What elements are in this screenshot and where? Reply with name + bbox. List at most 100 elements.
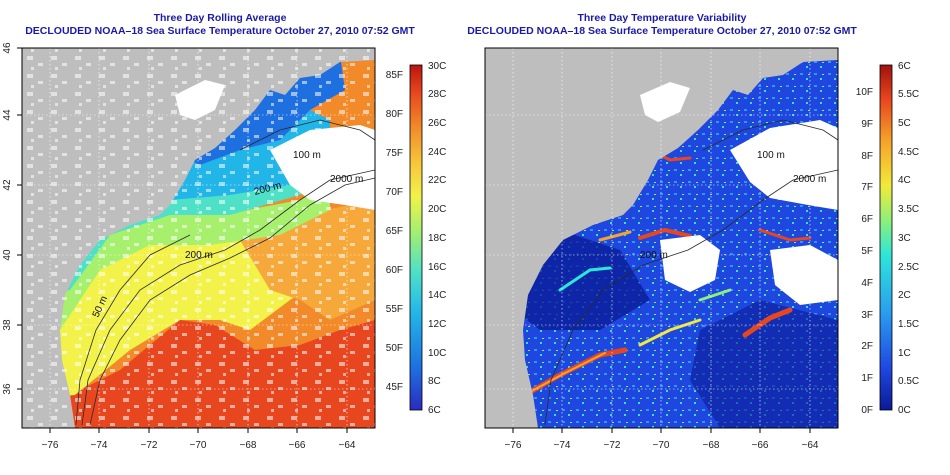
colorbar-label-c: 14C <box>428 290 446 301</box>
left-y-tick: 36 <box>2 383 13 395</box>
right-gridlines <box>485 48 838 428</box>
right-title-block: Three Day Temperature Variability DECLOU… <box>462 12 862 38</box>
right-x-tick: −68 <box>703 440 720 451</box>
left-x-tick: −64 <box>339 440 356 451</box>
colorbar-label-c: 16C <box>428 262 446 273</box>
colorbar-label-f: 5F <box>861 246 873 257</box>
colorbar-label-c: 4C <box>898 175 911 186</box>
colorbar-label-f: 70F <box>386 187 403 198</box>
colorbar-label-c: 5C <box>898 118 911 129</box>
colorbar-label-c: 10C <box>428 348 446 359</box>
colorbar-label-c: 1.5C <box>898 319 919 330</box>
left-contour-label-200m-south: 200 m <box>185 250 213 261</box>
left-bathymetry-contours <box>75 119 375 426</box>
right-variability-fronts <box>522 148 812 398</box>
left-gridlines <box>22 48 375 428</box>
right-contour-label-2000m: 2000 m <box>793 174 826 185</box>
left-x-tick: −70 <box>190 440 207 451</box>
right-contour-label-100m: 100 m <box>757 150 785 161</box>
left-map <box>22 48 375 428</box>
right-cloud-block-gulf <box>640 82 690 122</box>
left-cloud-speckle <box>22 48 375 428</box>
colorbar-label-f: 0F <box>861 405 873 416</box>
left-y-tick: 40 <box>2 249 13 261</box>
right-cloud-block-east <box>770 245 838 305</box>
colorbar-label-f: 45F <box>386 382 403 393</box>
left-subtitle: DECLOUDED NOAA–18 Sea Surface Temperatur… <box>25 25 415 37</box>
colorbar-label-c: 3C <box>898 233 911 244</box>
left-x-tick: −66 <box>289 440 306 451</box>
left-title: Three Day Rolling Average <box>153 12 287 24</box>
colorbar-label-f: 85F <box>386 70 403 81</box>
right-cloud-block-ne <box>730 120 838 210</box>
colorbar-label-c: 26C <box>428 118 446 129</box>
left-colorbar: 85F 80F 75F 70F 65F 60F 55F 50F 45F 30C … <box>386 61 447 416</box>
left-x-tick: −72 <box>141 440 158 451</box>
colorbar-label-f: 50F <box>386 343 403 354</box>
right-colorbar-fahrenheit-labels: 10F 9F 8F 7F 6F 5F 4F 3F 2F 1F 0F <box>856 87 873 416</box>
colorbar-label-f: 80F <box>386 109 403 120</box>
right-x-tick: −66 <box>752 440 769 451</box>
colorbar-label-c: 1C <box>898 348 911 359</box>
right-colorbar-celsius-labels: 6C 5.5C 5C 4.5C 4C 3.5C 3C 2.5C 2C 1.5C … <box>898 61 919 416</box>
right-x-tick: −64 <box>802 440 819 451</box>
colorbar-label-f: 10F <box>856 87 873 98</box>
colorbar-label-c: 20C <box>428 204 446 215</box>
right-contour-labels: 100 m 2000 m 200 m <box>640 150 826 261</box>
colorbar-label-c: 30C <box>428 61 446 72</box>
left-contour-label-100m: 100 m <box>293 150 321 161</box>
colorbar-label-c: 4.5C <box>898 147 919 158</box>
right-contour-label-200m: 200 m <box>640 250 668 261</box>
colorbar-label-c: 0C <box>898 405 911 416</box>
left-colorbar-fahrenheit-labels: 85F 80F 75F 70F 65F 60F 55F 50F 45F <box>386 70 403 393</box>
colorbar-label-f: 2F <box>861 341 873 352</box>
left-y-tick: 42 <box>2 179 13 191</box>
colorbar-label-c: 2C <box>898 290 911 301</box>
right-x-tick: −72 <box>604 440 621 451</box>
colorbar-label-f: 65F <box>386 226 403 237</box>
colorbar-label-f: 60F <box>386 265 403 276</box>
colorbar-label-c: 2.5C <box>898 262 919 273</box>
right-colorbar: 10F 9F 8F 7F 6F 5F 4F 3F 2F 1F 0F 6C 5.5… <box>856 61 919 416</box>
colorbar-label-c: 18C <box>428 233 446 244</box>
colorbar-label-f: 1F <box>861 373 873 384</box>
right-subtitle: DECLOUDED NOAA–18 Sea Surface Temperatur… <box>467 25 857 37</box>
right-title: Three Day Temperature Variability <box>577 12 747 24</box>
left-title-block: Three Day Rolling Average DECLOUDED NOAA… <box>20 12 420 38</box>
right-map <box>485 48 838 428</box>
right-x-tick: −74 <box>554 440 571 451</box>
left-colorbar-celsius-labels: 30C 28C 26C 24C 22C 20C 18C 16C 14C 12C … <box>428 61 446 416</box>
colorbar-label-f: 3F <box>861 310 873 321</box>
right-x-tick: −76 <box>505 440 522 451</box>
colorbar-label-c: 12C <box>428 319 446 330</box>
right-cloud-block-center <box>660 235 720 292</box>
right-colorbar-gradient <box>879 64 893 411</box>
left-contour-label-2000m: 2000 m <box>330 174 363 185</box>
colorbar-label-c: 3.5C <box>898 204 919 215</box>
right-land <box>485 48 838 428</box>
left-colorbar-gradient <box>409 64 423 411</box>
colorbar-label-f: 9F <box>861 119 873 130</box>
colorbar-label-c: 22C <box>428 175 446 186</box>
colorbar-label-f: 8F <box>861 151 873 162</box>
right-sea-deep-blue-east <box>690 300 838 428</box>
colorbar-label-f: 6F <box>861 214 873 225</box>
colorbar-label-f: 7F <box>861 182 873 193</box>
colorbar-label-f: 75F <box>386 148 403 159</box>
left-x-tick: −68 <box>240 440 257 451</box>
colorbar-label-c: 8C <box>428 376 441 387</box>
right-x-axis: −76 −74 −72 −70 −68 −66 −64 <box>505 428 819 451</box>
colorbar-label-f: 4F <box>861 278 873 289</box>
colorbar-label-c: 6C <box>898 61 911 72</box>
left-x-axis: −76 −74 −72 −70 −68 −66 −64 <box>42 428 356 451</box>
left-x-tick: −74 <box>91 440 108 451</box>
left-y-axis: 36 38 40 42 44 46 <box>2 42 22 395</box>
left-x-tick: −76 <box>42 440 59 451</box>
left-y-tick: 46 <box>2 42 13 54</box>
colorbar-label-c: 5.5C <box>898 89 919 100</box>
colorbar-label-c: 28C <box>428 89 446 100</box>
colorbar-label-c: 0.5C <box>898 376 919 387</box>
left-y-tick: 38 <box>2 319 13 331</box>
colorbar-label-c: 24C <box>428 147 446 158</box>
